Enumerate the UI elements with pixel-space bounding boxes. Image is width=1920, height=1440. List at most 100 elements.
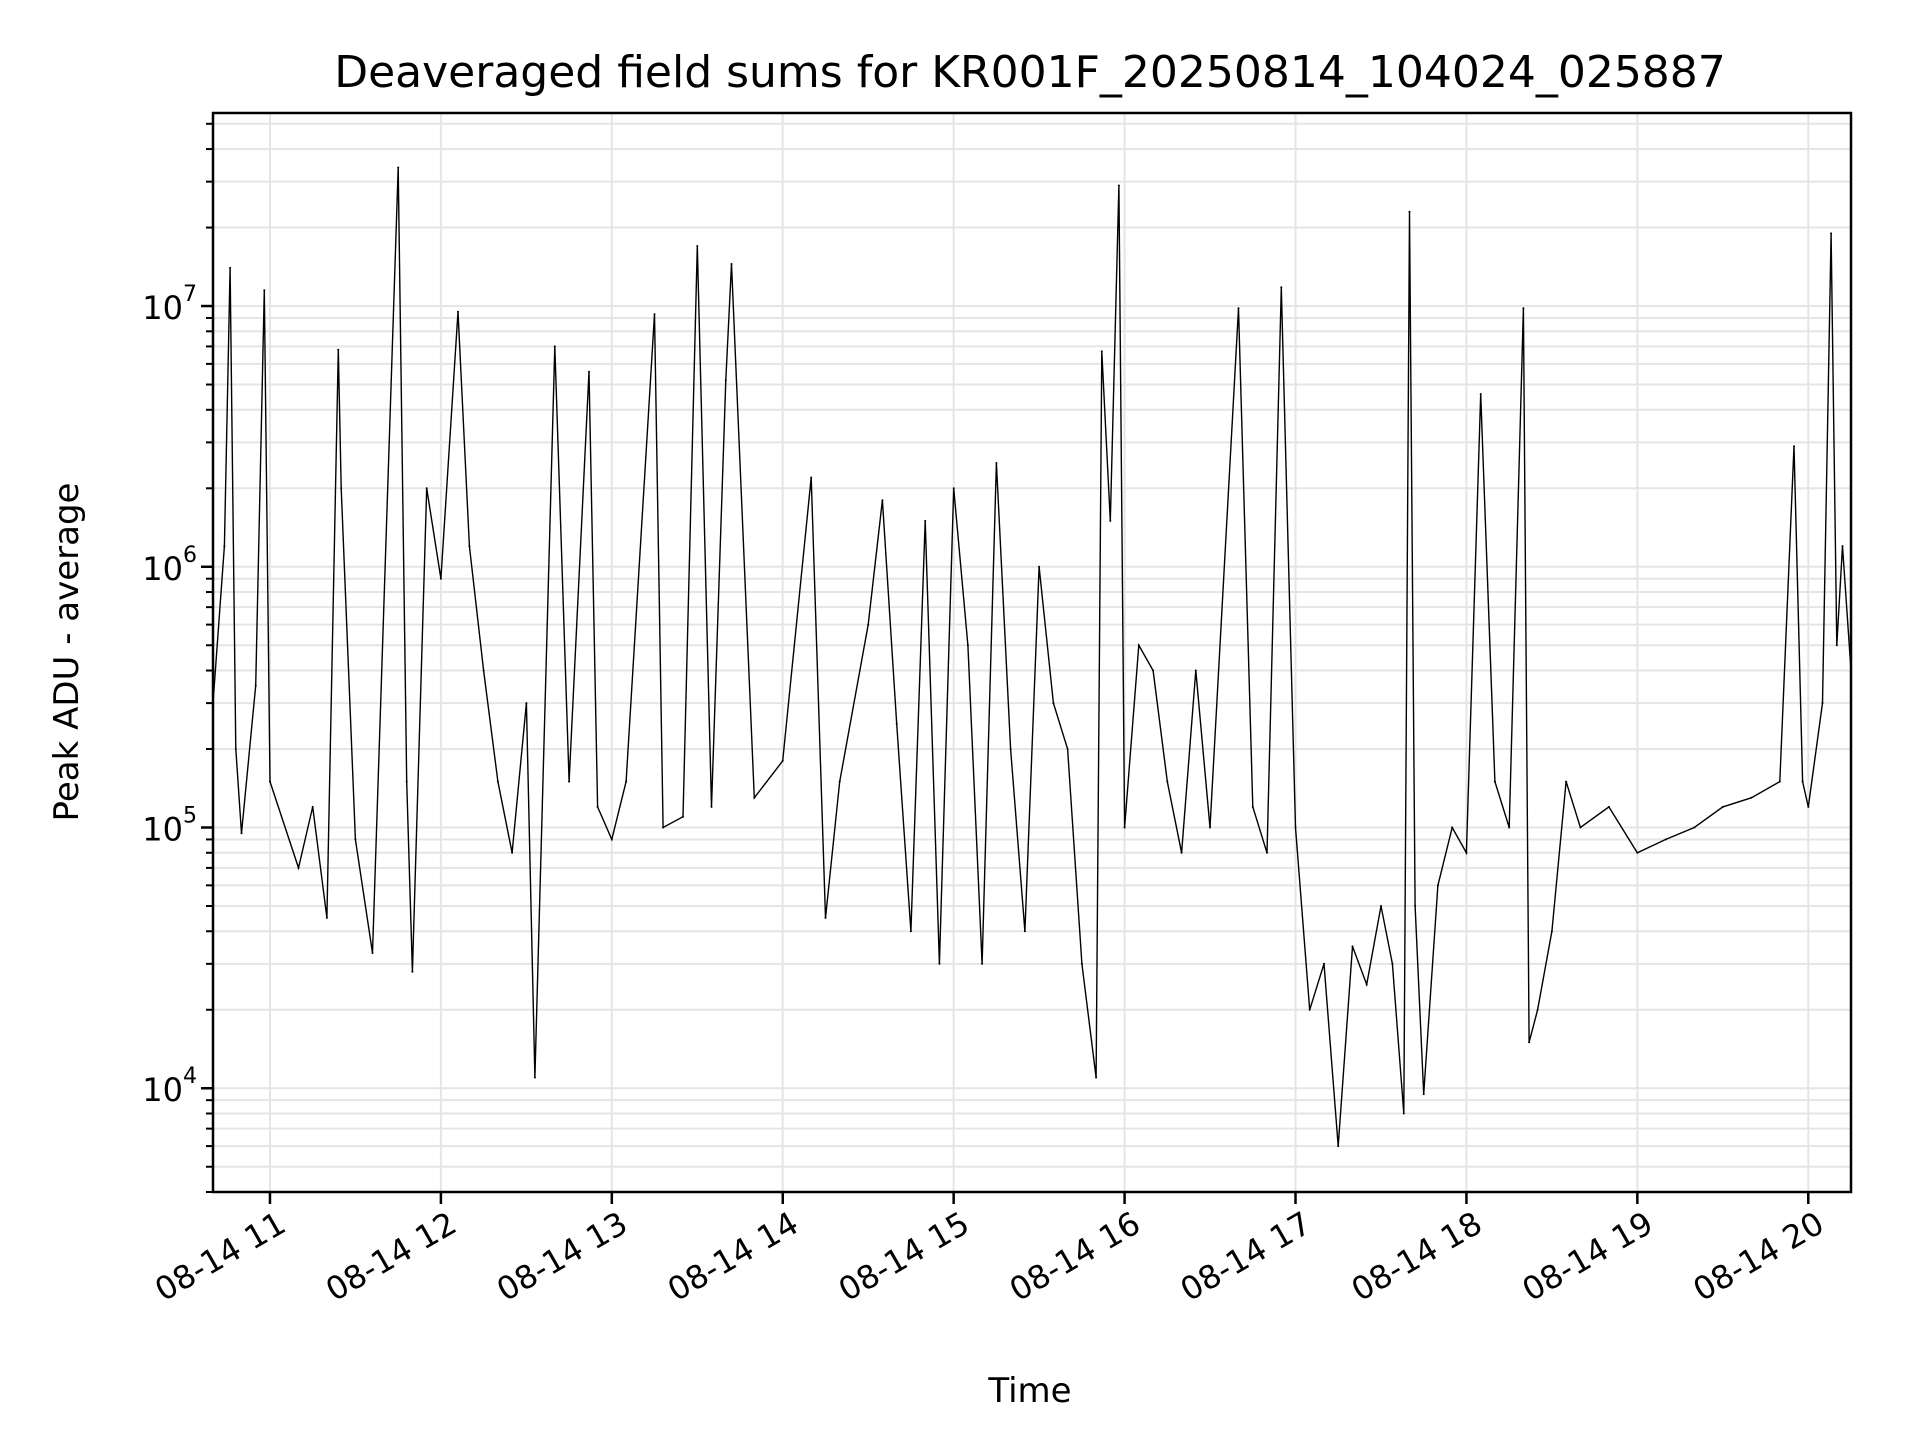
data-point — [1436, 884, 1439, 887]
data-point — [1123, 826, 1126, 829]
data-point — [1579, 826, 1582, 829]
data-point — [625, 780, 628, 783]
chart-title: Deaveraged field sums for KR001F_2025081… — [334, 47, 1726, 98]
y-tick-base: 10 — [142, 550, 183, 588]
y-tick-exponent: 6 — [183, 543, 197, 568]
data-point — [1536, 1008, 1539, 1011]
data-point — [909, 930, 912, 933]
data-point — [1100, 350, 1103, 353]
data-point — [1237, 307, 1240, 310]
data-point — [511, 851, 514, 854]
data-point — [1636, 851, 1639, 854]
data-point — [1080, 962, 1083, 965]
data-point — [938, 962, 941, 965]
data-point — [724, 379, 727, 382]
grid — [213, 113, 1851, 1193]
data-point — [234, 748, 237, 750]
data-point — [1380, 905, 1382, 907]
data-point — [1821, 702, 1824, 705]
data-point — [1308, 1008, 1311, 1011]
data-point — [533, 1076, 536, 1079]
data-point — [1323, 962, 1325, 965]
data-point — [1721, 805, 1724, 808]
data-point — [696, 245, 699, 247]
data-point — [405, 780, 408, 783]
data-point — [1841, 545, 1844, 548]
data-point — [1508, 826, 1511, 829]
data-point — [1522, 307, 1525, 310]
data-point — [297, 866, 300, 869]
data-point — [1166, 780, 1169, 783]
data-point — [824, 916, 827, 919]
data-point — [1451, 826, 1454, 829]
data-point — [1408, 210, 1411, 213]
data-point — [610, 838, 613, 841]
y-tick-exponent: 7 — [183, 282, 197, 307]
data-point — [730, 263, 733, 265]
data-point — [263, 289, 266, 292]
data-point — [457, 310, 459, 313]
y-tick-label: 104 — [142, 1064, 197, 1109]
x-axis-label: Time — [987, 1371, 1071, 1411]
data-point — [1066, 748, 1069, 750]
data-point — [1801, 780, 1804, 783]
data-point — [1023, 930, 1026, 933]
data-point — [340, 487, 343, 490]
data-point — [1528, 1041, 1531, 1044]
data-point — [1391, 962, 1394, 965]
data-point — [337, 348, 340, 351]
data-point — [496, 780, 499, 783]
data-point — [838, 780, 841, 783]
data-point — [371, 952, 374, 954]
data-point — [1095, 1076, 1098, 1079]
data-point — [568, 780, 571, 783]
data-point — [1693, 826, 1696, 829]
data-point — [682, 815, 684, 818]
data-point — [1422, 1093, 1425, 1096]
data-point — [354, 838, 357, 841]
data-point — [753, 796, 756, 799]
data-point — [1052, 702, 1055, 705]
data-point — [966, 644, 969, 647]
y-tick-label: 107 — [142, 282, 197, 327]
data-point — [662, 826, 665, 829]
data-point — [1550, 930, 1553, 933]
data-point — [425, 487, 428, 490]
data-point — [1402, 1112, 1405, 1115]
data-point — [867, 623, 870, 626]
data-point — [1280, 286, 1283, 289]
data-point — [1565, 780, 1568, 783]
data-point — [311, 805, 314, 808]
data-point — [1294, 826, 1297, 829]
data-point — [325, 916, 328, 919]
data-point — [240, 832, 243, 835]
data-point — [411, 970, 414, 973]
data-point — [1493, 780, 1496, 783]
y-tick-exponent: 5 — [183, 804, 197, 829]
data-point — [1414, 905, 1417, 907]
data-point — [596, 805, 599, 808]
data-point — [810, 476, 813, 479]
data-point — [439, 577, 442, 580]
data-point — [223, 545, 226, 548]
y-axis-label: Peak ADU - average — [47, 483, 87, 822]
y-tick-label: 105 — [142, 804, 197, 849]
data-point — [269, 780, 271, 783]
data-point — [1209, 826, 1211, 829]
series-layer — [212, 166, 1852, 1148]
y-tick-exponent: 4 — [183, 1064, 197, 1089]
data-point — [229, 266, 232, 269]
data-point — [1038, 565, 1041, 568]
data-point — [1109, 519, 1112, 522]
data-point — [1266, 851, 1268, 854]
data-point — [553, 345, 556, 348]
data-point — [254, 684, 257, 687]
data-point — [924, 519, 927, 522]
data-point — [1117, 184, 1120, 187]
data-point — [1807, 805, 1810, 808]
data-point — [1830, 232, 1833, 235]
data-point — [895, 722, 898, 725]
data-point — [952, 487, 955, 490]
